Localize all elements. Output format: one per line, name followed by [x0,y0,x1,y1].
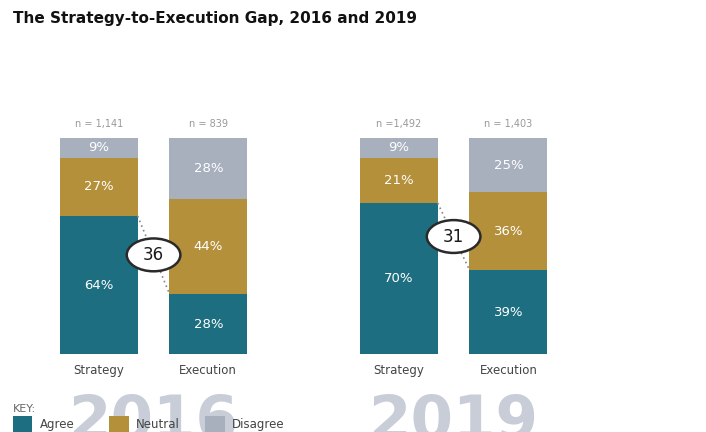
Text: 25%: 25% [493,159,523,172]
Text: Neutral: Neutral [136,418,180,431]
Bar [360,138,438,158]
Text: Disagree: Disagree [232,418,285,431]
Text: n = 1,403: n = 1,403 [484,119,532,129]
Text: 70%: 70% [384,272,414,285]
Text: Agree: Agree [40,418,74,431]
Text: 28%: 28% [193,162,223,175]
Text: Strategy: Strategy [373,364,424,377]
Bar [360,203,438,354]
Text: 2016: 2016 [68,393,239,432]
Text: 27%: 27% [84,180,114,194]
Text: 36%: 36% [493,225,523,238]
Text: 2019: 2019 [369,393,539,432]
Text: 28%: 28% [193,318,223,330]
Text: 44%: 44% [193,240,223,253]
Bar [469,192,547,270]
Text: KEY:: KEY: [13,404,36,414]
Bar [60,216,138,354]
Text: 21%: 21% [384,174,414,187]
Text: n =1,492: n =1,492 [376,119,421,129]
Text: Strategy: Strategy [73,364,124,377]
Text: n = 839: n = 839 [189,119,228,129]
Bar [169,138,247,199]
Bar [169,294,247,354]
Bar [109,416,129,432]
Bar [60,138,138,158]
Circle shape [427,220,481,253]
Bar [60,158,138,216]
Text: 36: 36 [143,246,164,264]
Text: 31: 31 [443,228,465,245]
Text: The Strategy-to-Execution Gap, 2016 and 2019: The Strategy-to-Execution Gap, 2016 and … [13,11,417,26]
Text: 39%: 39% [493,305,523,319]
Bar [469,270,547,354]
Text: Execution: Execution [179,364,237,377]
Text: Execution: Execution [479,364,537,377]
Text: 9%: 9% [88,141,109,155]
Bar [13,416,32,432]
Bar [469,138,547,192]
Bar [205,416,225,432]
Text: n = 1,141: n = 1,141 [75,119,123,129]
Circle shape [127,238,181,271]
Bar [169,199,247,294]
Text: 9%: 9% [388,141,409,155]
Bar [360,158,438,203]
Text: 64%: 64% [84,279,114,292]
